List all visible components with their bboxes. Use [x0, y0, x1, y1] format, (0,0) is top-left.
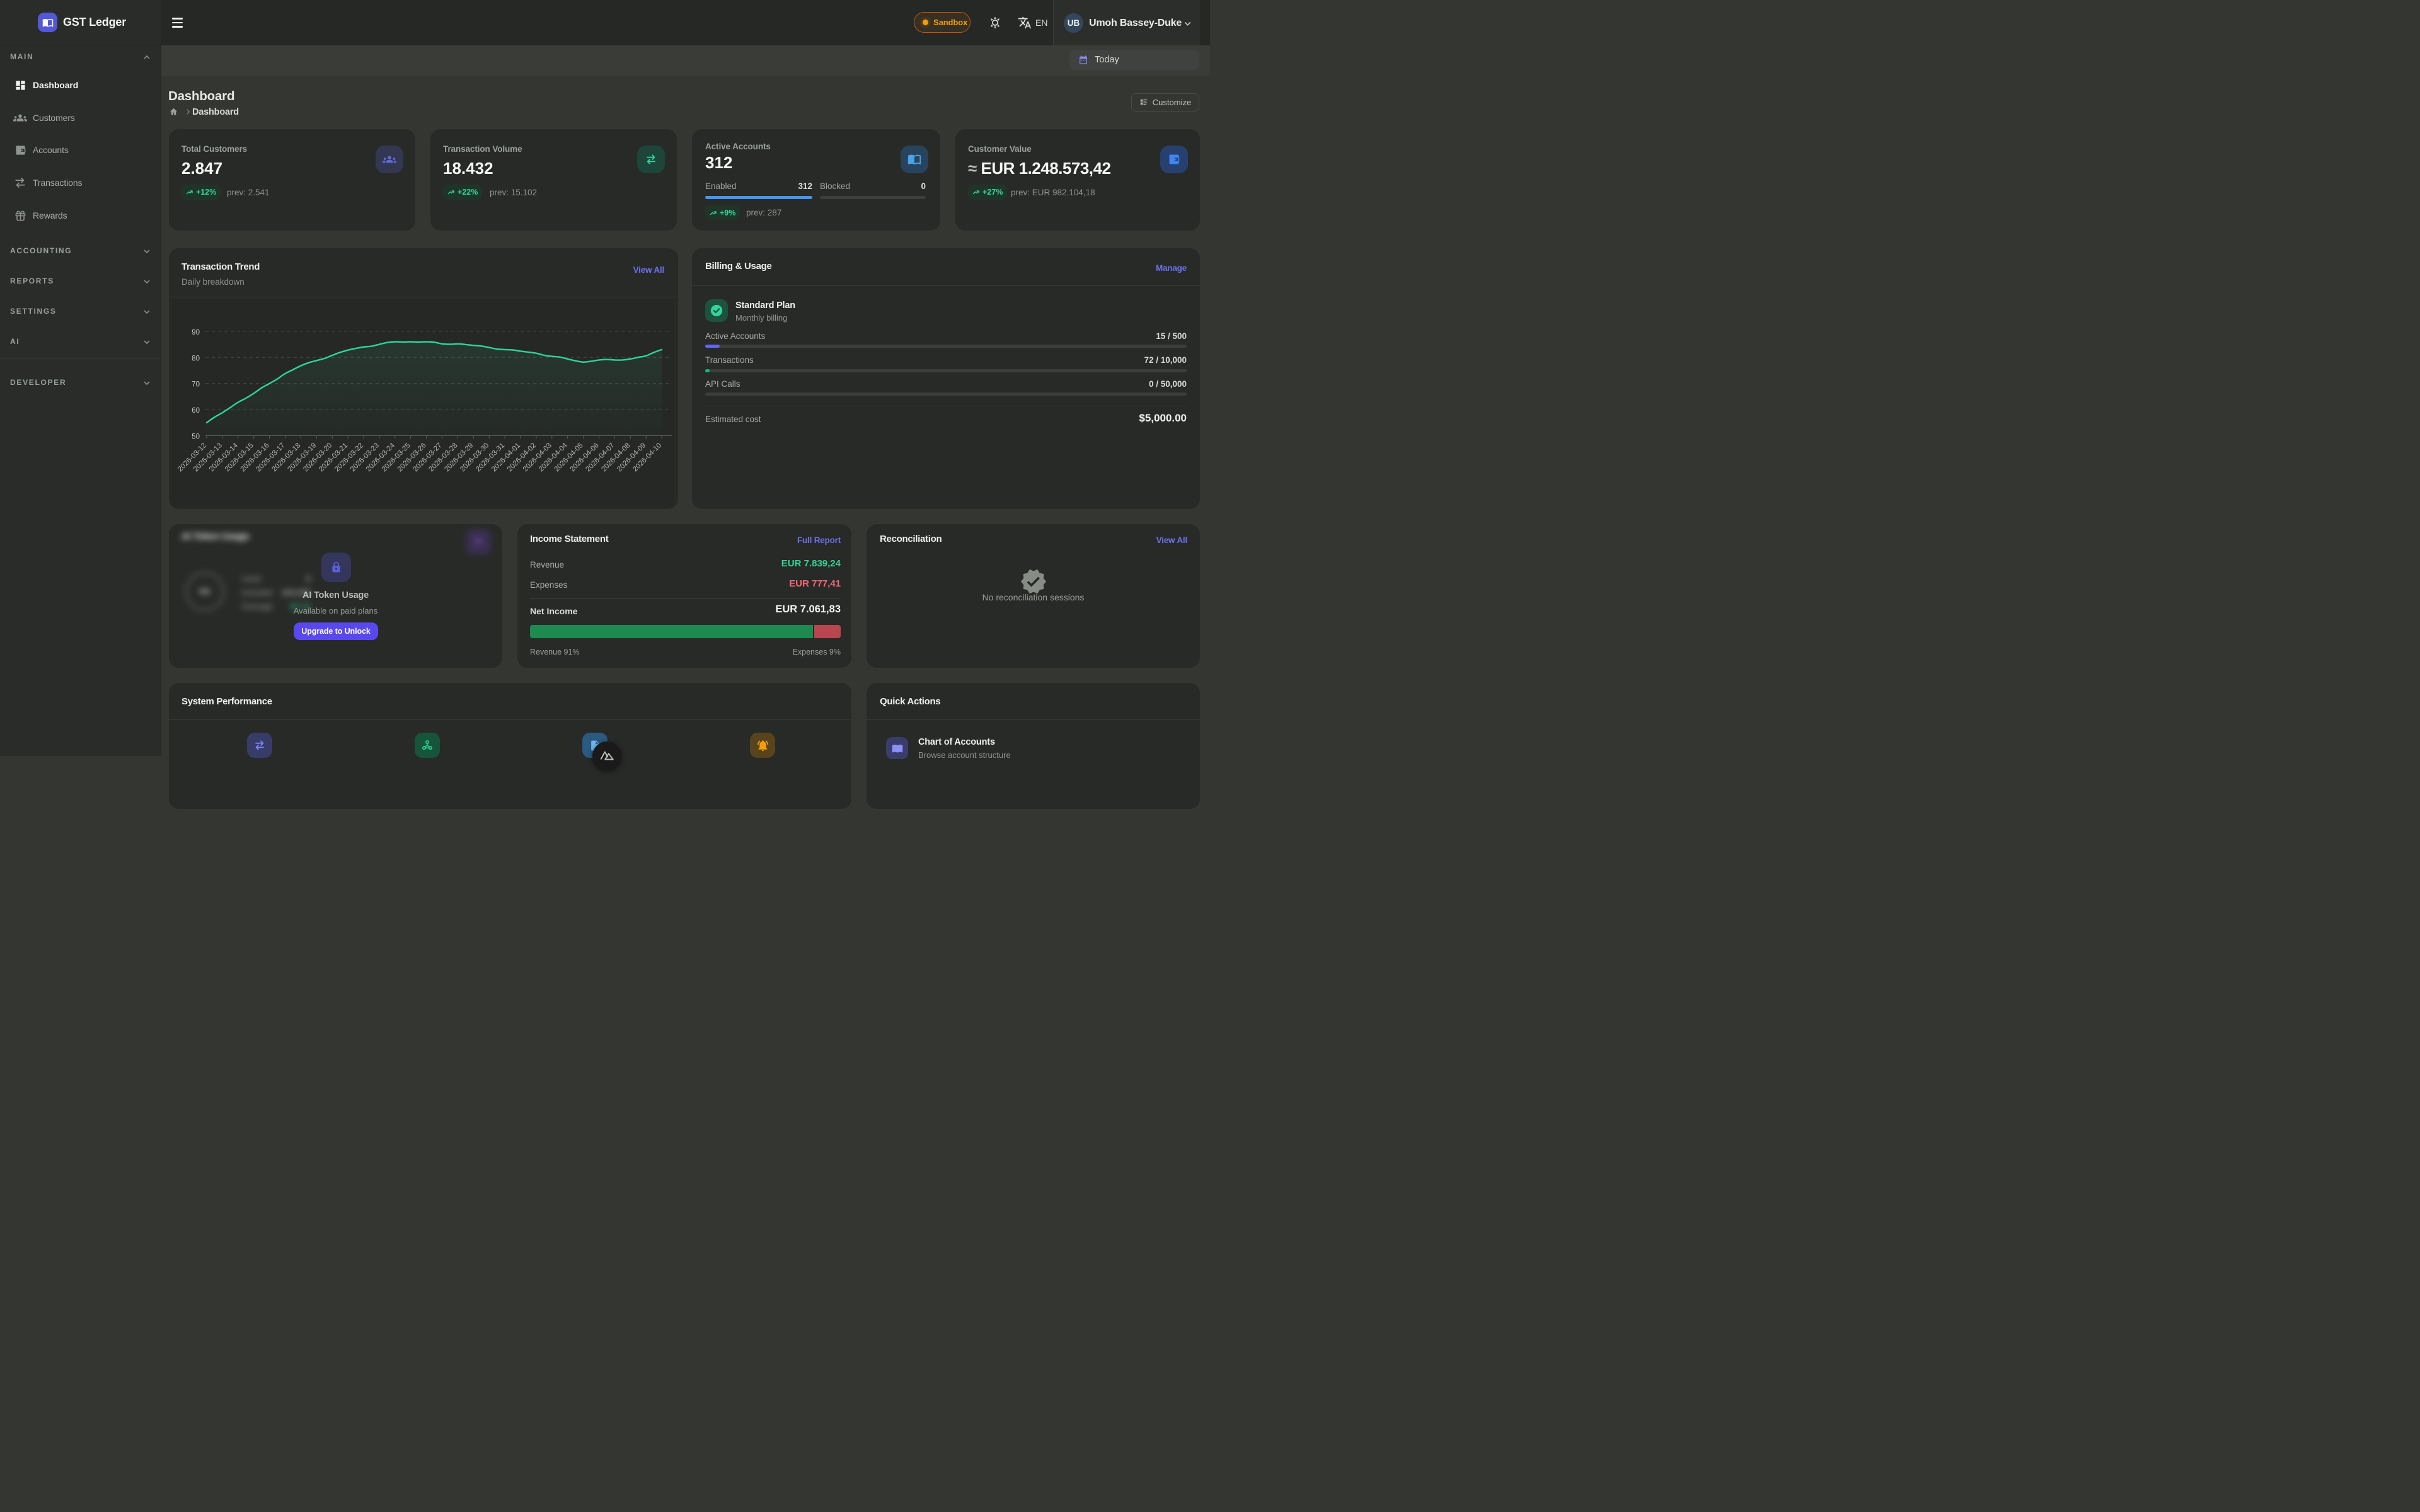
svg-text:70: 70: [192, 381, 200, 389]
svg-text:50: 50: [192, 433, 200, 441]
svg-text:80: 80: [192, 355, 200, 362]
svg-text:90: 90: [192, 329, 200, 336]
svg-text:60: 60: [192, 407, 200, 415]
